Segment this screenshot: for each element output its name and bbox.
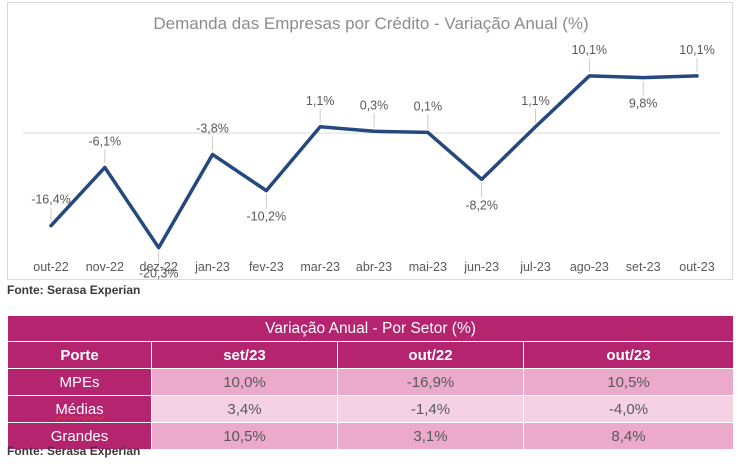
- x-tick-label: dez-22: [140, 260, 178, 274]
- table-row: Médias 3,4% -1,4% -4,0%: [7, 395, 735, 423]
- x-tick-label: set-23: [626, 260, 661, 274]
- x-tick-label: jul-23: [519, 260, 551, 274]
- x-tick-label: jun-23: [463, 260, 499, 274]
- row-label-medias: Médias: [7, 395, 152, 423]
- data-label: 9,8%: [629, 97, 658, 111]
- header-porte: Porte: [7, 341, 152, 369]
- chart-source: Fonte: Serasa Experian: [7, 283, 141, 297]
- data-label: -20,3%: [139, 267, 179, 281]
- chart-title: Demanda das Empresas por Crédito - Varia…: [153, 14, 588, 33]
- table-cell: 10,0%: [151, 368, 338, 396]
- chart-container: Demanda das Empresas por Crédito - Varia…: [7, 2, 733, 281]
- table-row: MPEs 10,0% -16,9% 10,5%: [7, 368, 735, 396]
- data-label: -6,1%: [89, 134, 122, 148]
- x-tick-label: ago-23: [570, 260, 609, 274]
- sector-table: Variação Anual - Por Setor (%) Porte set…: [6, 315, 735, 450]
- series-line: [49, 74, 699, 250]
- table-row: Grandes 10,5% 3,1% 8,4%: [7, 422, 735, 450]
- header-out23: out/23: [522, 341, 735, 369]
- data-label: 1,1%: [521, 94, 550, 108]
- x-tick-label: abr-23: [356, 260, 392, 274]
- row-label-grandes: Grandes: [7, 422, 152, 450]
- data-label: -3,8%: [196, 121, 229, 135]
- data-label: 1,1%: [306, 94, 335, 108]
- x-tick-label: mar-23: [300, 260, 340, 274]
- table-source: Fonte: Serasa Experian: [7, 444, 141, 458]
- x-tick-label: out-23: [679, 260, 714, 274]
- data-label: -10,2%: [247, 210, 287, 224]
- table-cell: -1,4%: [337, 395, 524, 423]
- table-header-row: Porte set/23 out/22 out/23: [7, 341, 735, 369]
- table-cell: 10,5%: [522, 368, 735, 396]
- data-label: -8,2%: [465, 198, 498, 212]
- table-title-row: Variação Anual - Por Setor (%): [6, 315, 735, 342]
- data-label: 0,1%: [414, 99, 443, 113]
- x-tick-label: fev-23: [249, 260, 284, 274]
- header-out22: out/22: [337, 341, 524, 369]
- table-cell: 3,1%: [337, 422, 524, 450]
- table-cell: -4,0%: [522, 395, 735, 423]
- x-tick-label: nov-22: [86, 260, 124, 274]
- data-label: -16,4%: [31, 193, 71, 207]
- table-cell: 10,5%: [151, 422, 338, 450]
- table-cell: -16,9%: [337, 368, 524, 396]
- table-cell: 3,4%: [151, 395, 338, 423]
- x-tick-label: out-22: [33, 260, 68, 274]
- header-set23: set/23: [151, 341, 338, 369]
- data-label: 10,1%: [679, 43, 714, 57]
- table-title: Variação Anual - Por Setor (%): [6, 315, 735, 342]
- line-chart: Demanda das Empresas por Crédito - Varia…: [23, 14, 720, 281]
- row-label-mpes: MPEs: [7, 368, 152, 396]
- table-cell: 8,4%: [522, 422, 735, 450]
- data-label: 0,3%: [360, 98, 389, 112]
- data-label: 10,1%: [572, 43, 607, 57]
- x-tick-label: mai-23: [409, 260, 447, 274]
- row-label-medias-text: Médias: [55, 400, 104, 418]
- x-tick-label: jan-23: [194, 260, 230, 274]
